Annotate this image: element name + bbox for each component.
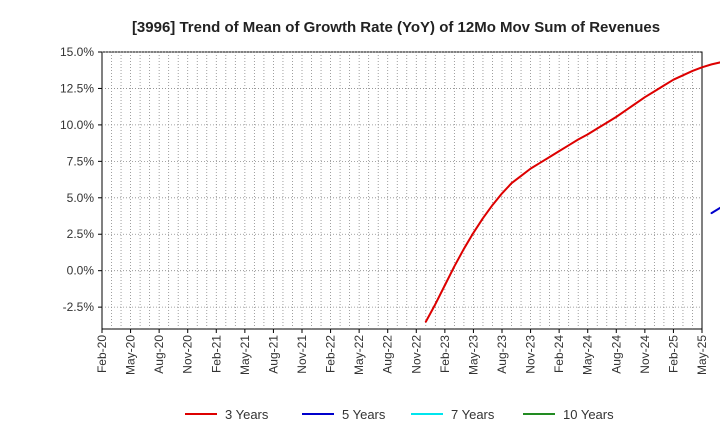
legend-label: 10 Years	[563, 407, 614, 422]
x-tick-label: Nov-24	[638, 335, 652, 374]
y-tick-label: 5.0%	[67, 191, 95, 205]
chart-title: [3996] Trend of Mean of Growth Rate (YoY…	[132, 19, 660, 36]
x-tick-label: Feb-20	[95, 335, 109, 373]
grid	[102, 51, 702, 329]
y-tick-label: 15.0%	[60, 45, 94, 59]
y-tick-label: 7.5%	[67, 154, 95, 168]
y-tick-label: 0.0%	[67, 264, 95, 278]
x-tick-label: May-20	[124, 335, 138, 375]
x-tick-label: Nov-22	[409, 335, 423, 374]
series-lines	[424, 61, 720, 323]
x-tick-label: May-21	[238, 335, 252, 375]
x-tick-label: Nov-21	[295, 335, 309, 374]
legend-label: 3 Years	[225, 407, 269, 422]
x-tick-label: May-22	[352, 335, 366, 375]
legend-label: 7 Years	[451, 407, 495, 422]
x-tick-label: May-25	[695, 335, 709, 375]
x-tick-label: Nov-20	[181, 335, 195, 374]
x-tick-label: Aug-20	[152, 335, 166, 374]
y-axis: 15.0% 12.5% 10.0% 7.5% 5.0% 2.5% 0.0% -2.5%	[60, 45, 102, 314]
x-tick-label: Aug-21	[266, 335, 280, 374]
x-tick-label: Feb-21	[209, 335, 223, 373]
x-tick-label: May-23	[466, 335, 480, 375]
y-tick-label: 2.5%	[67, 227, 95, 241]
y-tick-label: 10.0%	[60, 118, 94, 132]
x-tick-label: Feb-24	[552, 335, 566, 373]
legend-label: 5 Years	[342, 407, 386, 422]
plot-area	[101, 51, 703, 330]
legend: 3 Years 5 Years 7 Years 10 Years	[185, 407, 614, 422]
x-axis: Feb-20 May-20 Aug-20 Nov-20 Feb-21 May-21 Aug-…	[95, 329, 709, 375]
x-tick-label: Feb-22	[324, 335, 338, 373]
series-line-3-years	[424, 61, 720, 323]
y-tick-label: 12.5%	[60, 81, 94, 95]
x-tick-label: Aug-22	[381, 335, 395, 374]
x-tick-label: May-24	[581, 335, 595, 375]
x-tick-label: Feb-25	[666, 335, 680, 373]
x-tick-label: Aug-23	[495, 335, 509, 374]
x-tick-label: Feb-23	[438, 335, 452, 373]
series-line-5-years	[710, 206, 720, 215]
x-tick-label: Nov-23	[524, 335, 538, 374]
x-tick-label: Aug-24	[609, 335, 623, 374]
y-tick-label: -2.5%	[63, 300, 95, 314]
